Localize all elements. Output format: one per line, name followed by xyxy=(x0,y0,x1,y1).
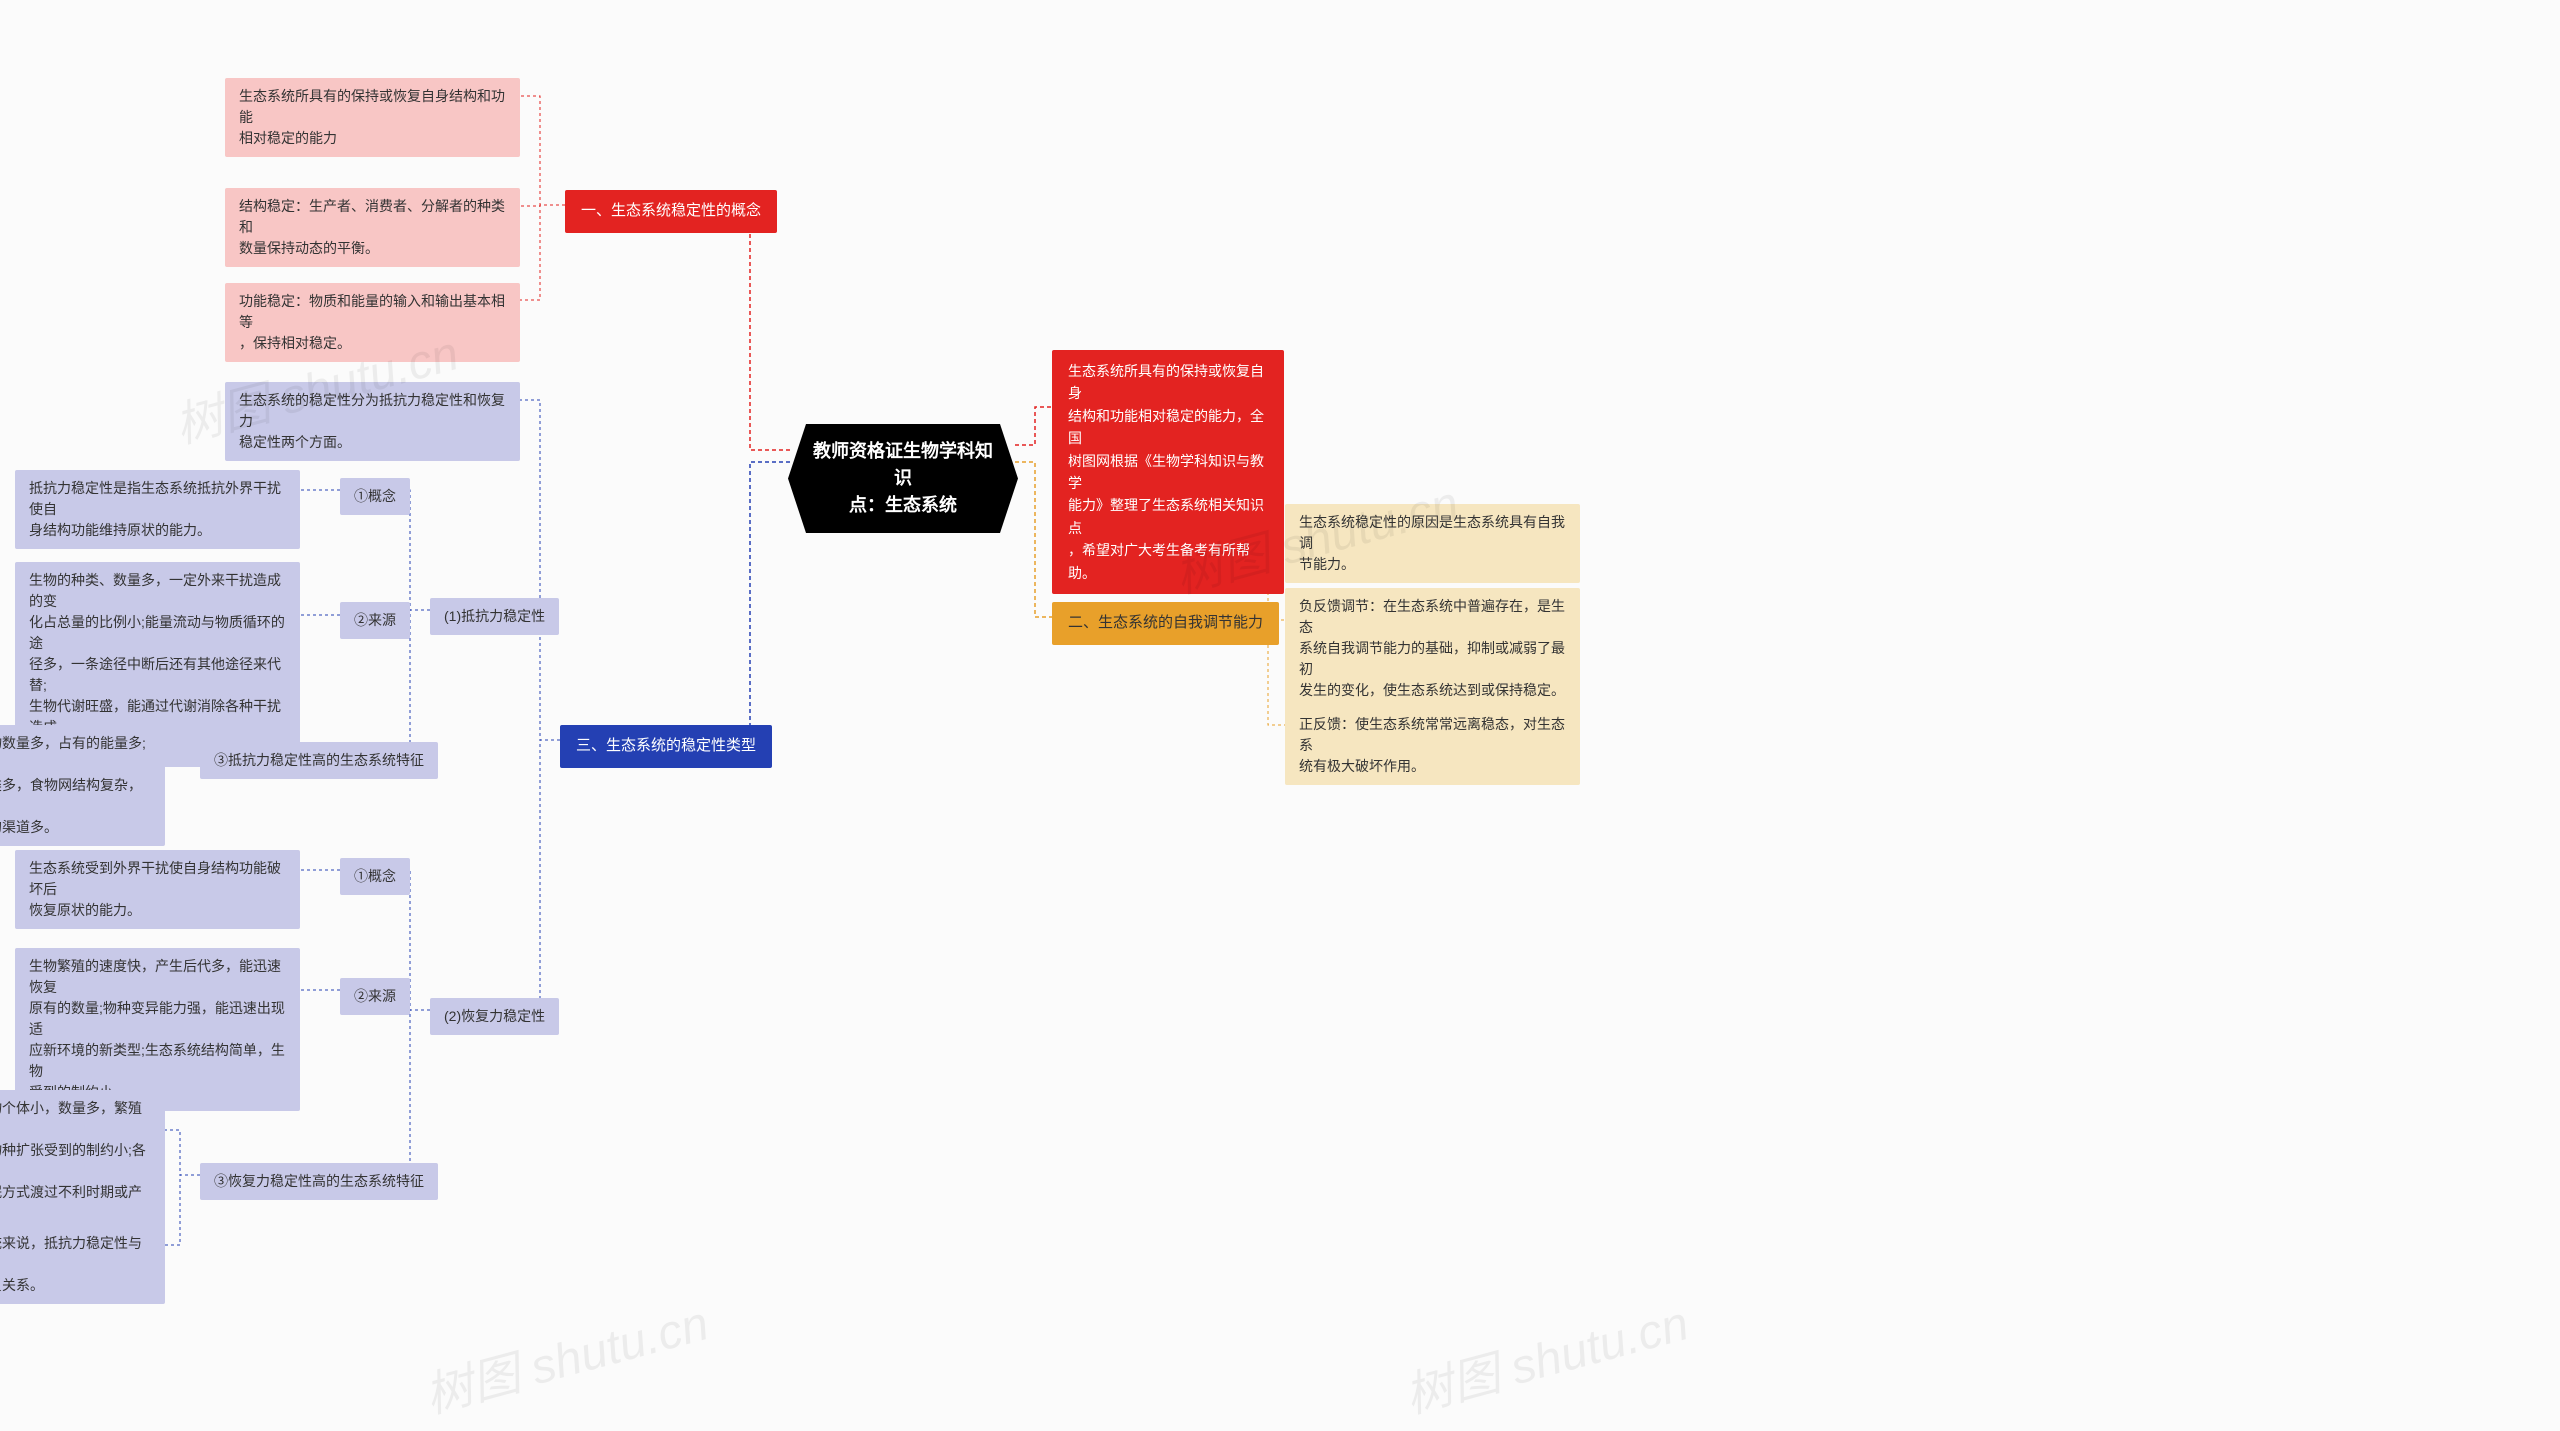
branch3-sub1-item0-label: ①概念 xyxy=(340,478,410,515)
branch1-leaf-2: 功能稳定：物质和能量的输入和输出基本相等，保持相对稳定。 xyxy=(225,283,520,362)
branch3-sub2-item0-label: ①概念 xyxy=(340,858,410,895)
branch3-sub2-item0-leaf: 生态系统受到外界干扰使自身结构功能破坏后恢复原状的能力。 xyxy=(15,850,300,929)
branch3-intro-leaf: 生态系统的稳定性分为抵抗力稳定性和恢复力稳定性两个方面。 xyxy=(225,382,520,461)
watermark: 树图 shutu.cn xyxy=(1396,1284,1695,1427)
branch3-title-text: 三、生态系统的稳定性类型 xyxy=(576,737,756,754)
leaf-text: 各营养级的生物个体小，数量多，繁殖快;生物种类较少，物种扩张受到的制约小;各营养… xyxy=(0,1100,146,1242)
intro-text: 生态系统所具有的保持或恢复自身结构和功能相对稳定的能力，全国树图网根据《生物学科… xyxy=(1068,363,1264,581)
branch3-sub2-title: (2)恢复力稳定性 xyxy=(430,998,559,1035)
branch3-sub2-item2-label: ③恢复力稳定性高的生态系统特征 xyxy=(200,1163,438,1200)
leaf-text: 生态系统所具有的保持或恢复自身结构和功能相对稳定的能力 xyxy=(239,88,505,146)
leaf-text: 生物繁殖的速度快，产生后代多，能迅速恢复原有的数量;物种变异能力强，能迅速出现适… xyxy=(29,958,285,1100)
leaf-text: 抵抗力稳定性是指生态系统抵抗外界干扰使自身结构功能维持原状的能力。 xyxy=(29,480,281,538)
leaf-text: 负反馈调节：在生态系统中普遍存在，是生态系统自我调节能力的基础，抑制或减弱了最初… xyxy=(1299,598,1565,698)
leaf-text: 各营养级的生物数量多，占有的能量多;各营养级的生物种类多，食物网结构复杂，物质循… xyxy=(0,735,146,835)
branch3-sub1-item0-leaf: 抵抗力稳定性是指生态系统抵抗外界干扰使自身结构功能维持原状的能力。 xyxy=(15,470,300,549)
branch1-leaf-1: 结构稳定：生产者、消费者、分解者的种类和数量保持动态的平衡。 xyxy=(225,188,520,267)
leaf-text: 生态系统稳定性的原因是生态系统具有自我调节能力。 xyxy=(1299,514,1565,572)
branch2-leaf-1: 负反馈调节：在生态系统中普遍存在，是生态系统自我调节能力的基础，抑制或减弱了最初… xyxy=(1285,588,1580,709)
leaf-text: 正反馈：使生态系统常常远离稳态，对生态系统有极大破坏作用。 xyxy=(1299,716,1565,774)
root-node: 教师资格证生物学科知识点：生态系统 xyxy=(788,424,1018,533)
label-text: ①概念 xyxy=(354,868,396,884)
leaf-text: 对一个生态系统来说，抵抗力稳定性与恢复力稳定性存在相反关系。 xyxy=(0,1235,142,1293)
branch3-sub2-item1-leaf: 生物繁殖的速度快，产生后代多，能迅速恢复原有的数量;物种变异能力强，能迅速出现适… xyxy=(15,948,300,1111)
leaf-text: 生态系统的稳定性分为抵抗力稳定性和恢复力稳定性两个方面。 xyxy=(239,392,505,450)
branch2-intro: 生态系统所具有的保持或恢复自身结构和功能相对稳定的能力，全国树图网根据《生物学科… xyxy=(1052,350,1284,594)
sub-title-text: (2)恢复力稳定性 xyxy=(444,1008,545,1024)
label-text: ③抵抗力稳定性高的生态系统特征 xyxy=(214,752,424,768)
label-text: ①概念 xyxy=(354,488,396,504)
leaf-text: 生态系统受到外界干扰使自身结构功能破坏后恢复原状的能力。 xyxy=(29,860,281,918)
branch3-title: 三、生态系统的稳定性类型 xyxy=(560,725,772,768)
branch1-title-text: 一、生态系统稳定性的概念 xyxy=(581,202,761,219)
label-text: ②来源 xyxy=(354,612,396,628)
branch1-leaf-0: 生态系统所具有的保持或恢复自身结构和功能相对稳定的能力 xyxy=(225,78,520,157)
branch2-leaf-2: 正反馈：使生态系统常常远离稳态，对生态系统有极大破坏作用。 xyxy=(1285,706,1580,785)
branch3-sub1-item1-label: ②来源 xyxy=(340,602,410,639)
branch2-title-text: 二、生态系统的自我调节能力 xyxy=(1068,614,1263,631)
branch3-sub1-item2-leaf: 各营养级的生物数量多，占有的能量多;各营养级的生物种类多，食物网结构复杂，物质循… xyxy=(0,725,165,846)
leaf-text: 功能稳定：物质和能量的输入和输出基本相等，保持相对稳定。 xyxy=(239,293,505,351)
branch3-sub2-item2-leaf1: 对一个生态系统来说，抵抗力稳定性与恢复力稳定性存在相反关系。 xyxy=(0,1225,165,1304)
leaf-text: 结构稳定：生产者、消费者、分解者的种类和数量保持动态的平衡。 xyxy=(239,198,505,256)
branch2-title: 二、生态系统的自我调节能力 xyxy=(1052,602,1279,645)
sub-title-text: (1)抵抗力稳定性 xyxy=(444,608,545,624)
label-text: ②来源 xyxy=(354,988,396,1004)
root-text: 教师资格证生物学科知识点：生态系统 xyxy=(813,441,993,515)
branch3-sub2-item1-label: ②来源 xyxy=(340,978,410,1015)
branch3-sub1-title: (1)抵抗力稳定性 xyxy=(430,598,559,635)
branch3-sub1-item2-label: ③抵抗力稳定性高的生态系统特征 xyxy=(200,742,438,779)
watermark: 树图 shutu.cn xyxy=(416,1284,715,1427)
branch2-leaf-0: 生态系统稳定性的原因是生态系统具有自我调节能力。 xyxy=(1285,504,1580,583)
branch1-title: 一、生态系统稳定性的概念 xyxy=(565,190,777,233)
label-text: ③恢复力稳定性高的生态系统特征 xyxy=(214,1173,424,1189)
